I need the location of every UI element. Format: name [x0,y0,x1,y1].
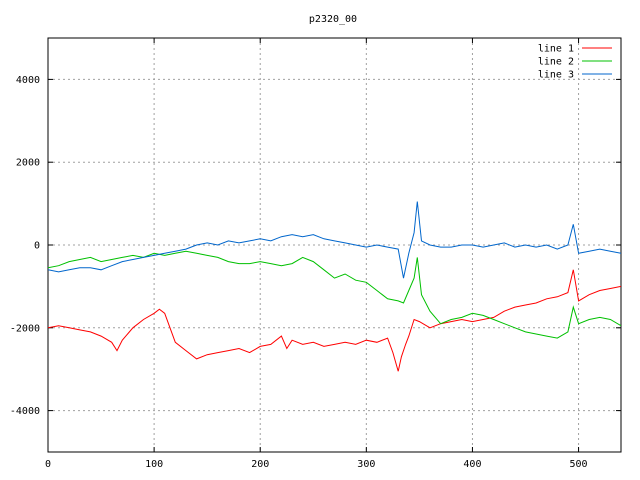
y-tick-label: 0 [34,241,40,252]
y-tick-label: -2000 [10,323,40,334]
chart-title: p2320_00 [309,14,357,25]
series-line-3 [48,201,621,279]
x-tick-label: 200 [251,459,269,470]
x-tick-label: 100 [145,459,163,470]
y-tick-label: -4000 [10,406,40,417]
legend-label: line 3 [538,70,574,81]
x-tick-label: 500 [570,459,588,470]
legend: line 1 line 2 line 3 [538,44,612,81]
legend-label: line 2 [538,57,574,68]
x-tick-label: 400 [463,459,481,470]
series-line-2 [48,250,621,339]
x-tick-label: 300 [357,459,375,470]
series-group [48,201,621,372]
y-tick-label: 2000 [16,158,40,169]
legend-label: line 1 [538,44,574,55]
axes: 0 100 200 300 400 500 -4000 -2000 0 2000 4000 [10,37,622,470]
y-tick-label: 4000 [16,75,40,86]
x-tick-label: 0 [45,459,51,470]
series-line-1 [48,269,621,372]
plot-area-border [47,37,622,453]
